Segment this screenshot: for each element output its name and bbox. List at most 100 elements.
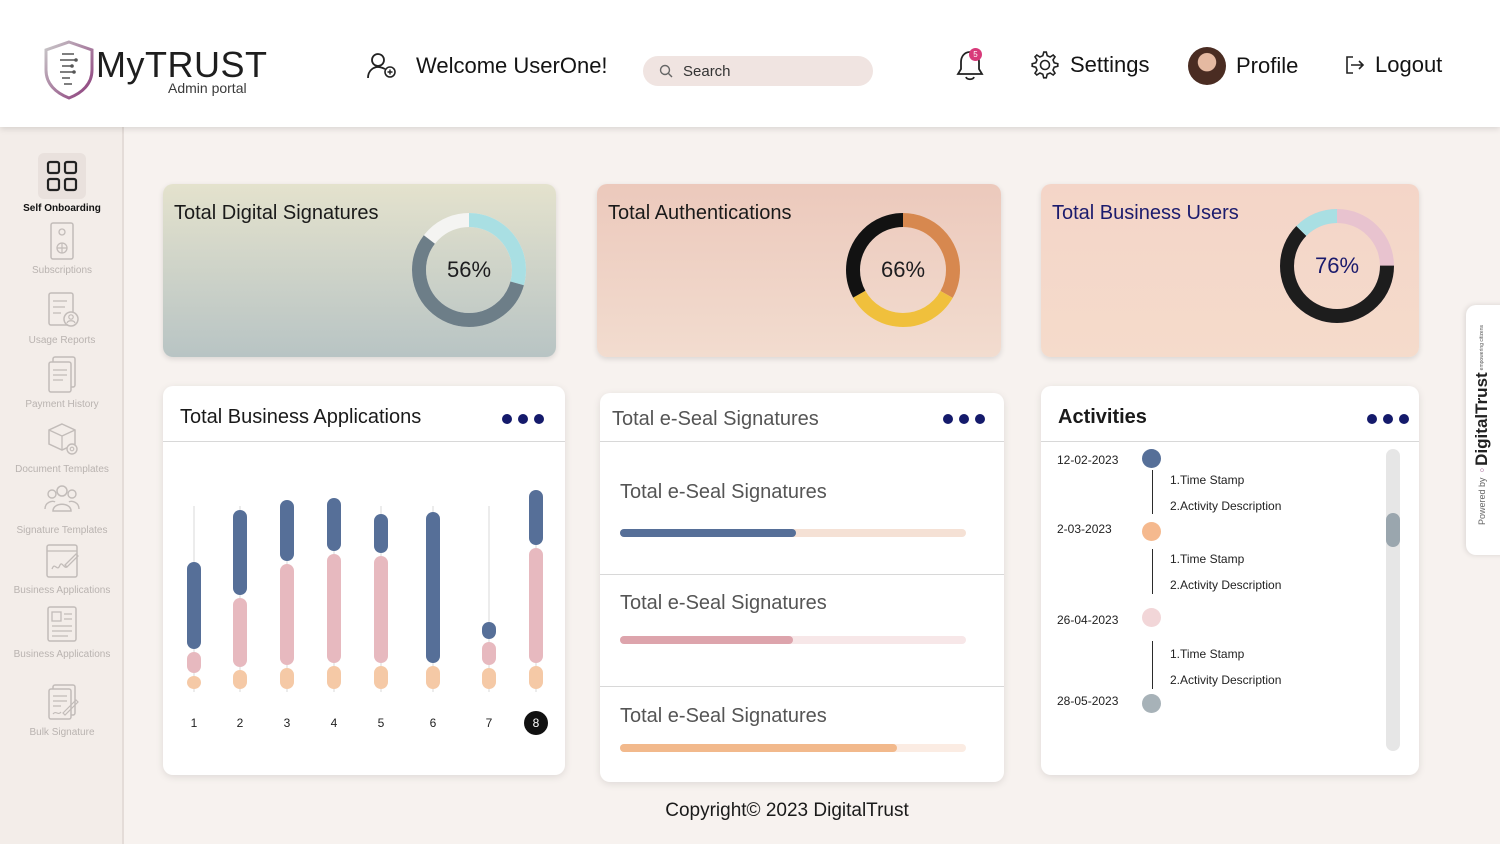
logout-link[interactable]: Logout xyxy=(1345,52,1442,78)
more-options-button[interactable] xyxy=(943,414,985,424)
subscription-icon xyxy=(50,222,74,260)
x-tick-label[interactable]: 4 xyxy=(331,716,338,730)
activity-line: 1.Time Stamp xyxy=(1170,552,1245,566)
x-tick-label[interactable]: 6 xyxy=(430,716,437,730)
sidebar-item-self-onboarding[interactable]: Self Onboarding xyxy=(0,153,124,214)
sidebar-label: Usage Reports xyxy=(28,335,96,346)
notification-button[interactable]: 5 xyxy=(955,48,985,82)
settings-link[interactable]: Settings xyxy=(1030,50,1150,80)
logout-icon xyxy=(1346,56,1365,74)
bar-segment[interactable] xyxy=(374,666,388,689)
activity-line: 2.Activity Description xyxy=(1170,499,1282,513)
timeline-dot xyxy=(1142,449,1161,468)
timeline-line xyxy=(1152,641,1153,689)
donut-chart-authentications: 66% xyxy=(846,213,960,327)
stat-title: Total Digital Signatures xyxy=(174,202,379,224)
seal-progress-fill xyxy=(620,529,797,537)
grid-icon xyxy=(46,160,78,192)
seal-progress-track xyxy=(620,636,966,644)
dot-icon xyxy=(1367,414,1377,424)
bar-segment[interactable] xyxy=(187,562,201,649)
x-tick-label[interactable]: 8 xyxy=(533,716,540,730)
dot-icon xyxy=(959,414,969,424)
timeline-line xyxy=(1152,549,1153,594)
card-title: Total Business Applications xyxy=(180,406,422,428)
dot-icon xyxy=(1399,414,1409,424)
sidebar-label: Signature Templates xyxy=(16,525,108,536)
bar-segment[interactable] xyxy=(280,668,294,689)
brand-logo[interactable]: MyTRUST Admin portal xyxy=(42,40,282,104)
profile-link[interactable]: Profile xyxy=(1188,47,1298,85)
settings-label: Settings xyxy=(1070,52,1150,77)
divider xyxy=(600,441,1004,442)
bar-segment[interactable] xyxy=(233,670,247,689)
powered-by-tagline: empowering citizens xyxy=(1479,325,1485,371)
card-title: Activities xyxy=(1058,406,1147,428)
timeline-dot xyxy=(1142,694,1161,713)
more-options-button[interactable] xyxy=(1367,414,1409,424)
bar-segment[interactable] xyxy=(374,556,388,663)
sidebar-item-subscriptions[interactable]: Subscriptions xyxy=(0,221,124,276)
bar-segment[interactable] xyxy=(233,598,247,667)
seal-progress-fill xyxy=(620,636,793,644)
seal-progress-track xyxy=(620,744,966,752)
bar-segment[interactable] xyxy=(529,666,543,689)
x-tick-label[interactable]: 2 xyxy=(237,716,244,730)
donut-chart-business-users: 76% xyxy=(1280,209,1394,323)
powered-by-tab[interactable]: Powered by DigitalTrust empowering citiz… xyxy=(1466,305,1500,555)
bar-segment[interactable] xyxy=(327,498,341,551)
sidebar-item-payment-history[interactable]: Payment History xyxy=(0,355,124,410)
stat-title: Total Authentications xyxy=(608,202,792,224)
sidebar-label: Bulk Signature xyxy=(29,727,95,738)
divider xyxy=(163,441,565,442)
scrollbar[interactable] xyxy=(1386,449,1400,751)
bar-segment[interactable] xyxy=(374,514,388,553)
bar-segment[interactable] xyxy=(280,564,294,665)
sidebar-item-business-applications[interactable]: Business Applications xyxy=(0,541,124,596)
bar-segment[interactable] xyxy=(529,548,543,663)
activity-line: 2.Activity Description xyxy=(1170,578,1282,592)
bar-segment[interactable] xyxy=(280,500,294,561)
bar-segment[interactable] xyxy=(426,512,440,663)
eseal-signatures-card: Total e-Seal Signatures Total e-Seal Sig… xyxy=(600,393,1004,782)
search-bar[interactable] xyxy=(643,56,873,86)
bar-segment[interactable] xyxy=(482,622,496,639)
welcome-text: Welcome UserOne! xyxy=(416,53,608,78)
stat-card-digital-signatures[interactable]: Total Digital Signatures 56% xyxy=(163,184,556,357)
avatar xyxy=(1188,47,1226,85)
gear-icon xyxy=(1031,51,1059,79)
bar-segment[interactable] xyxy=(187,652,201,673)
sidebar-item-business-applications-2[interactable]: Business Applications xyxy=(0,605,124,660)
bar-segment[interactable] xyxy=(327,666,341,689)
profile-card-icon xyxy=(47,606,77,642)
x-tick-label[interactable]: 5 xyxy=(378,716,385,730)
sidebar-item-signature-templates[interactable]: Signature Templates xyxy=(0,481,124,536)
search-input[interactable] xyxy=(683,62,863,80)
stat-card-business-users[interactable]: Total Business Users 76% xyxy=(1041,184,1419,357)
x-tick-label[interactable]: 1 xyxy=(191,716,198,730)
x-tick-label[interactable]: 7 xyxy=(486,716,493,730)
bar-segment[interactable] xyxy=(187,676,201,689)
sidebar-item-document-templates[interactable]: Document Templates xyxy=(0,420,124,475)
bar-segment[interactable] xyxy=(529,490,543,545)
donut-percent: 66% xyxy=(880,257,926,282)
sidebar-label: Business Applications xyxy=(13,585,111,596)
shield-logo-icon xyxy=(44,40,94,100)
selected-category-marker[interactable] xyxy=(524,711,548,735)
sidebar-item-usage-reports[interactable]: Usage Reports xyxy=(0,291,124,346)
card-title: Total e-Seal Signatures xyxy=(612,408,819,430)
bar-segment[interactable] xyxy=(426,666,440,689)
sidebar-item-bulk-signature[interactable]: Bulk Signature xyxy=(0,683,124,738)
signature-icon xyxy=(46,544,79,578)
bar-segment[interactable] xyxy=(327,554,341,663)
activity-line: 1.Time Stamp xyxy=(1170,647,1245,661)
more-options-button[interactable] xyxy=(502,414,544,424)
dot-icon xyxy=(943,414,953,424)
footer-copyright: Copyright© 2023 DigitalTrust xyxy=(665,800,909,821)
bar-segment[interactable] xyxy=(233,510,247,595)
stat-card-authentications[interactable]: Total Authentications 66% xyxy=(597,184,1001,357)
x-tick-label[interactable]: 3 xyxy=(284,716,291,730)
bar-segment[interactable] xyxy=(482,668,496,689)
bar-segment[interactable] xyxy=(482,642,496,665)
scrollbar-thumb[interactable] xyxy=(1386,513,1400,547)
